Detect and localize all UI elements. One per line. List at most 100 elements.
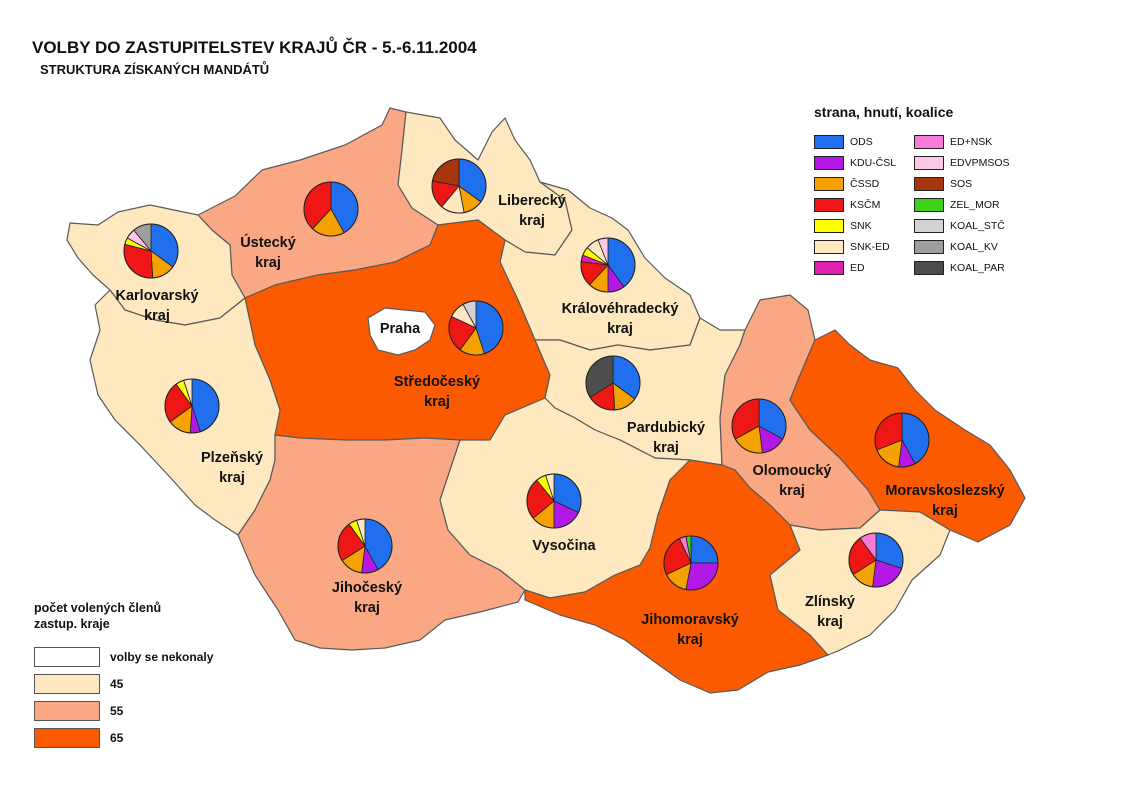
seat-count-legend: počet volených členů zastup. kraje volby… xyxy=(34,600,274,748)
pie-outline-liberecky xyxy=(431,158,487,214)
party-legend-item: ED+NSK xyxy=(914,134,992,150)
party-legend-label: ODS xyxy=(850,136,873,148)
region-label-vysocina: Vysočina xyxy=(532,538,596,554)
region-label-plzensky-1: Plzeňský xyxy=(201,450,263,466)
seat-count-legend-label: 55 xyxy=(110,704,124,718)
party-legend-label: ED+NSK xyxy=(950,136,993,148)
region-label-liberecky: Liberecký kraj xyxy=(498,193,566,229)
region-label-zlinsky: Zlínský kraj xyxy=(805,594,855,630)
seat-count-legend-item: 45 xyxy=(34,673,123,695)
seat-pie-pardubicky xyxy=(585,355,641,411)
party-legend-swatch xyxy=(914,177,944,191)
party-legend-label: ZEL_MOR xyxy=(950,199,1000,211)
region-label-plzensky-2: kraj xyxy=(219,470,245,486)
region-label-zlinsky-1: Zlínský xyxy=(805,594,855,610)
party-legend-label: SOS xyxy=(950,178,973,190)
seat-count-legend-label: volby se nekonaly xyxy=(110,650,214,664)
party-legend-swatch xyxy=(814,261,844,275)
pie-outline-zlinsky xyxy=(848,532,904,588)
region-label-olomoucky: Olomoucký kraj xyxy=(753,463,832,499)
region-zlinsky[interactable] xyxy=(769,509,951,656)
seat-count-legend-swatch xyxy=(34,701,100,721)
party-legend-label: ČSSD xyxy=(850,178,880,190)
party-legend-item: KSČM xyxy=(814,197,880,213)
region-label-zlinsky-2: kraj xyxy=(817,614,843,630)
party-legend-swatch xyxy=(814,198,844,212)
party-legend-item: ED xyxy=(814,260,865,276)
region-label-moravskoslezsky: Moravskoslezský kraj xyxy=(885,483,1004,519)
seat-pie-jihomoravsky xyxy=(663,535,719,591)
party-legend-item: KOAL_KV xyxy=(914,239,998,255)
region-label-olomoucky-1: Olomoucký xyxy=(753,463,832,479)
seat-count-legend-item: volby se nekonaly xyxy=(34,646,213,668)
seat-pie-charts xyxy=(123,158,930,591)
seat-pie-olomoucky xyxy=(731,398,787,454)
party-legend-label: EDVPMSOS xyxy=(950,157,1010,169)
region-label-pardubicky-1: Pardubický xyxy=(627,420,705,436)
region-label-stredocesky-2: kraj xyxy=(424,394,450,410)
party-legend-item: SNK-ED xyxy=(814,239,890,255)
pie-outline-ustecky xyxy=(303,181,359,237)
party-legend-item: ODS xyxy=(814,134,873,150)
seat-pie-stredocesky xyxy=(448,300,504,356)
party-legend-swatch xyxy=(914,198,944,212)
region-label-praha-1: Praha xyxy=(380,321,421,337)
region-label-stredocesky-1: Středočeský xyxy=(394,374,480,390)
seat-count-legend-heading-line1: počet volených členů xyxy=(34,601,162,615)
party-legend-swatch xyxy=(914,240,944,254)
seat-count-legend-item: 55 xyxy=(34,700,123,722)
party-legend-swatch xyxy=(814,219,844,233)
pie-outline-karlovarsky xyxy=(123,223,179,279)
map-subtitle: STRUKTURA ZÍSKANÝCH MANDÁTŮ xyxy=(40,62,270,77)
region-label-praha: Praha xyxy=(380,321,421,337)
party-legend-item: KDU-ČSL xyxy=(814,155,896,171)
region-praha[interactable] xyxy=(367,307,436,356)
region-label-jihomoravsky-1: Jihomoravský xyxy=(641,612,739,628)
pie-outline-jihocesky xyxy=(337,518,393,574)
region-label-liberecky-1: Liberecký xyxy=(498,193,566,209)
party-legend-label: KOAL_KV xyxy=(950,241,998,253)
party-legend-swatch xyxy=(814,135,844,149)
region-label-ustecky-1: Ústecký xyxy=(240,233,296,251)
region-shapes xyxy=(66,107,1026,694)
region-label-liberecky-2: kraj xyxy=(519,213,545,229)
seat-count-legend-swatch xyxy=(34,728,100,748)
seat-count-legend-item: 65 xyxy=(34,727,123,749)
pie-outline-stredocesky xyxy=(448,300,504,356)
pie-outline-jihomoravsky xyxy=(663,535,719,591)
party-legend-swatch xyxy=(914,261,944,275)
pie-outline-kralovehradecky xyxy=(580,237,636,293)
party-legend-item: ČSSD xyxy=(814,176,879,192)
pie-outline-moravskoslezsky xyxy=(874,412,930,468)
party-legend-item: KOAL_PAR xyxy=(914,260,1005,276)
party-legend-swatch xyxy=(914,219,944,233)
party-legend-label: SNK xyxy=(850,220,872,232)
party-legend-swatch xyxy=(814,177,844,191)
party-legend-swatch xyxy=(914,135,944,149)
map-title: VOLBY DO ZASTUPITELSTEV KRAJŮ ČR - 5.-6.… xyxy=(32,38,477,57)
region-label-kralovehradecky-1: Královéhradecký xyxy=(562,301,679,317)
seat-pie-liberecky xyxy=(431,158,487,214)
seat-pie-kralovehradecky xyxy=(580,237,636,293)
seat-count-legend-label: 45 xyxy=(110,677,124,691)
region-label-jihomoravsky: Jihomoravský kraj xyxy=(641,612,739,648)
seat-pie-jihocesky xyxy=(337,518,393,574)
region-label-karlovarsky: Karlovarský kraj xyxy=(115,288,198,324)
party-legend-item: EDVPMSOS xyxy=(914,155,1010,171)
region-labels: Karlovarský kraj Ústecký kraj Liberecký kraj K… xyxy=(115,193,1004,648)
party-legend-item: ZEL_MOR xyxy=(914,197,1000,213)
pie-outline-pardubicky xyxy=(585,355,641,411)
region-label-plzensky: Plzeňský kraj xyxy=(201,450,263,486)
party-legend-item: SNK xyxy=(814,218,872,234)
party-legend-heading: strana, hnutí, koalice xyxy=(814,104,954,120)
seat-pie-plzensky xyxy=(164,378,220,434)
seat-count-legend-swatch xyxy=(34,674,100,694)
region-label-jihocesky-2: kraj xyxy=(354,600,380,616)
seat-count-legend-label: 65 xyxy=(110,731,124,745)
party-legend-label: KSČM xyxy=(850,199,881,211)
party-legend-label: ED xyxy=(850,262,865,274)
party-legend-label: SNK-ED xyxy=(850,241,890,253)
region-label-jihocesky-1: Jihočeský xyxy=(332,580,402,596)
seat-pie-vysocina xyxy=(526,473,582,529)
